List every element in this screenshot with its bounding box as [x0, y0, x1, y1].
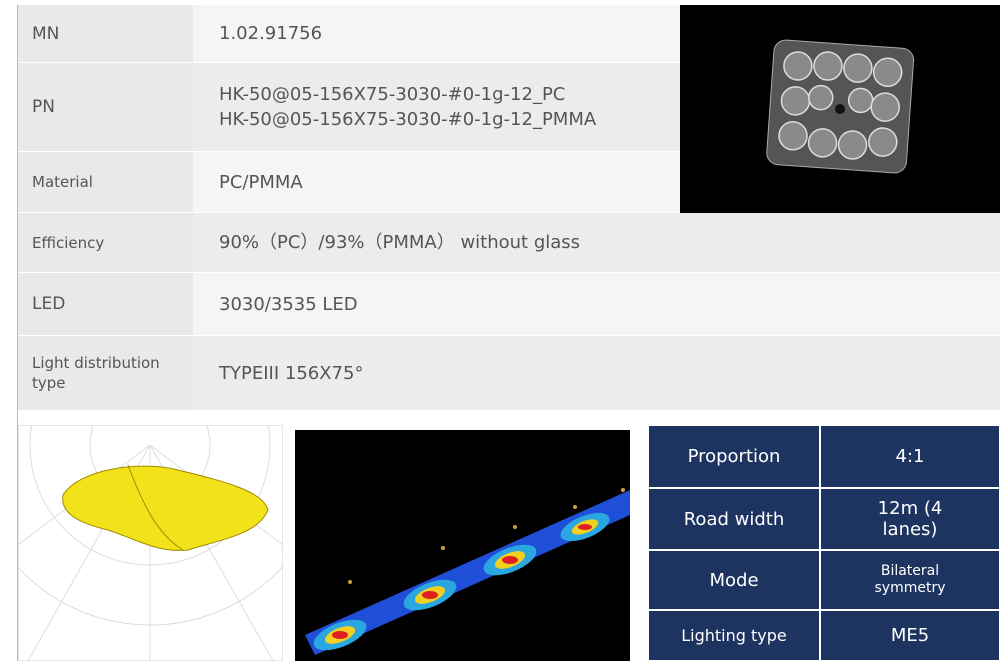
summary-value: 4:1 [820, 425, 1000, 488]
summary-value: 12m (4 lanes) [820, 488, 1000, 550]
row-label: Material [18, 152, 193, 213]
left-rule [17, 5, 18, 661]
summary-label: Road width [648, 488, 820, 550]
value-line: TYPEIII 156X75° [219, 362, 364, 384]
polar-diagram [18, 425, 283, 661]
row-value: 1.02.91756 [193, 5, 680, 63]
summary-value: ME5 [820, 610, 1000, 661]
row-value: HK-50@05-156X75-3030-#0-1g-12_PC HK-50@05… [193, 63, 680, 152]
summary-label: Lighting type [648, 610, 820, 661]
value-line: 3030/3535 LED [219, 293, 358, 315]
row-label: PN [18, 63, 193, 152]
value-line: 1.02.91756 [219, 23, 323, 44]
row-label: Efficiency [18, 213, 193, 273]
value-line: 90%（PC）/93%（PMMA） without glass [219, 232, 581, 253]
value-line: HK-50@05-156X75-3030-#0-1g-12_PMMA [219, 109, 597, 130]
row-label: MN [18, 5, 193, 63]
row-value: TYPEIII 156X75° [193, 336, 1000, 411]
row-label: Light distribution type [18, 336, 193, 411]
summary-value: Bilateral symmetry [820, 550, 1000, 610]
value-line: PC/PMMA [219, 171, 303, 193]
value-line: HK-50@05-156X75-3030-#0-1g-12_PC [219, 84, 566, 105]
road-image [295, 430, 630, 661]
row-value: PC/PMMA [193, 152, 680, 213]
row-label: LED [18, 273, 193, 336]
row-value: 90%（PC）/93%（PMMA） without glass [193, 213, 1000, 273]
summary-label: Proportion [648, 425, 820, 488]
row-value: 3030/3535 LED [193, 273, 1000, 336]
summary-label: Mode [648, 550, 820, 610]
lens-image [680, 5, 1000, 213]
